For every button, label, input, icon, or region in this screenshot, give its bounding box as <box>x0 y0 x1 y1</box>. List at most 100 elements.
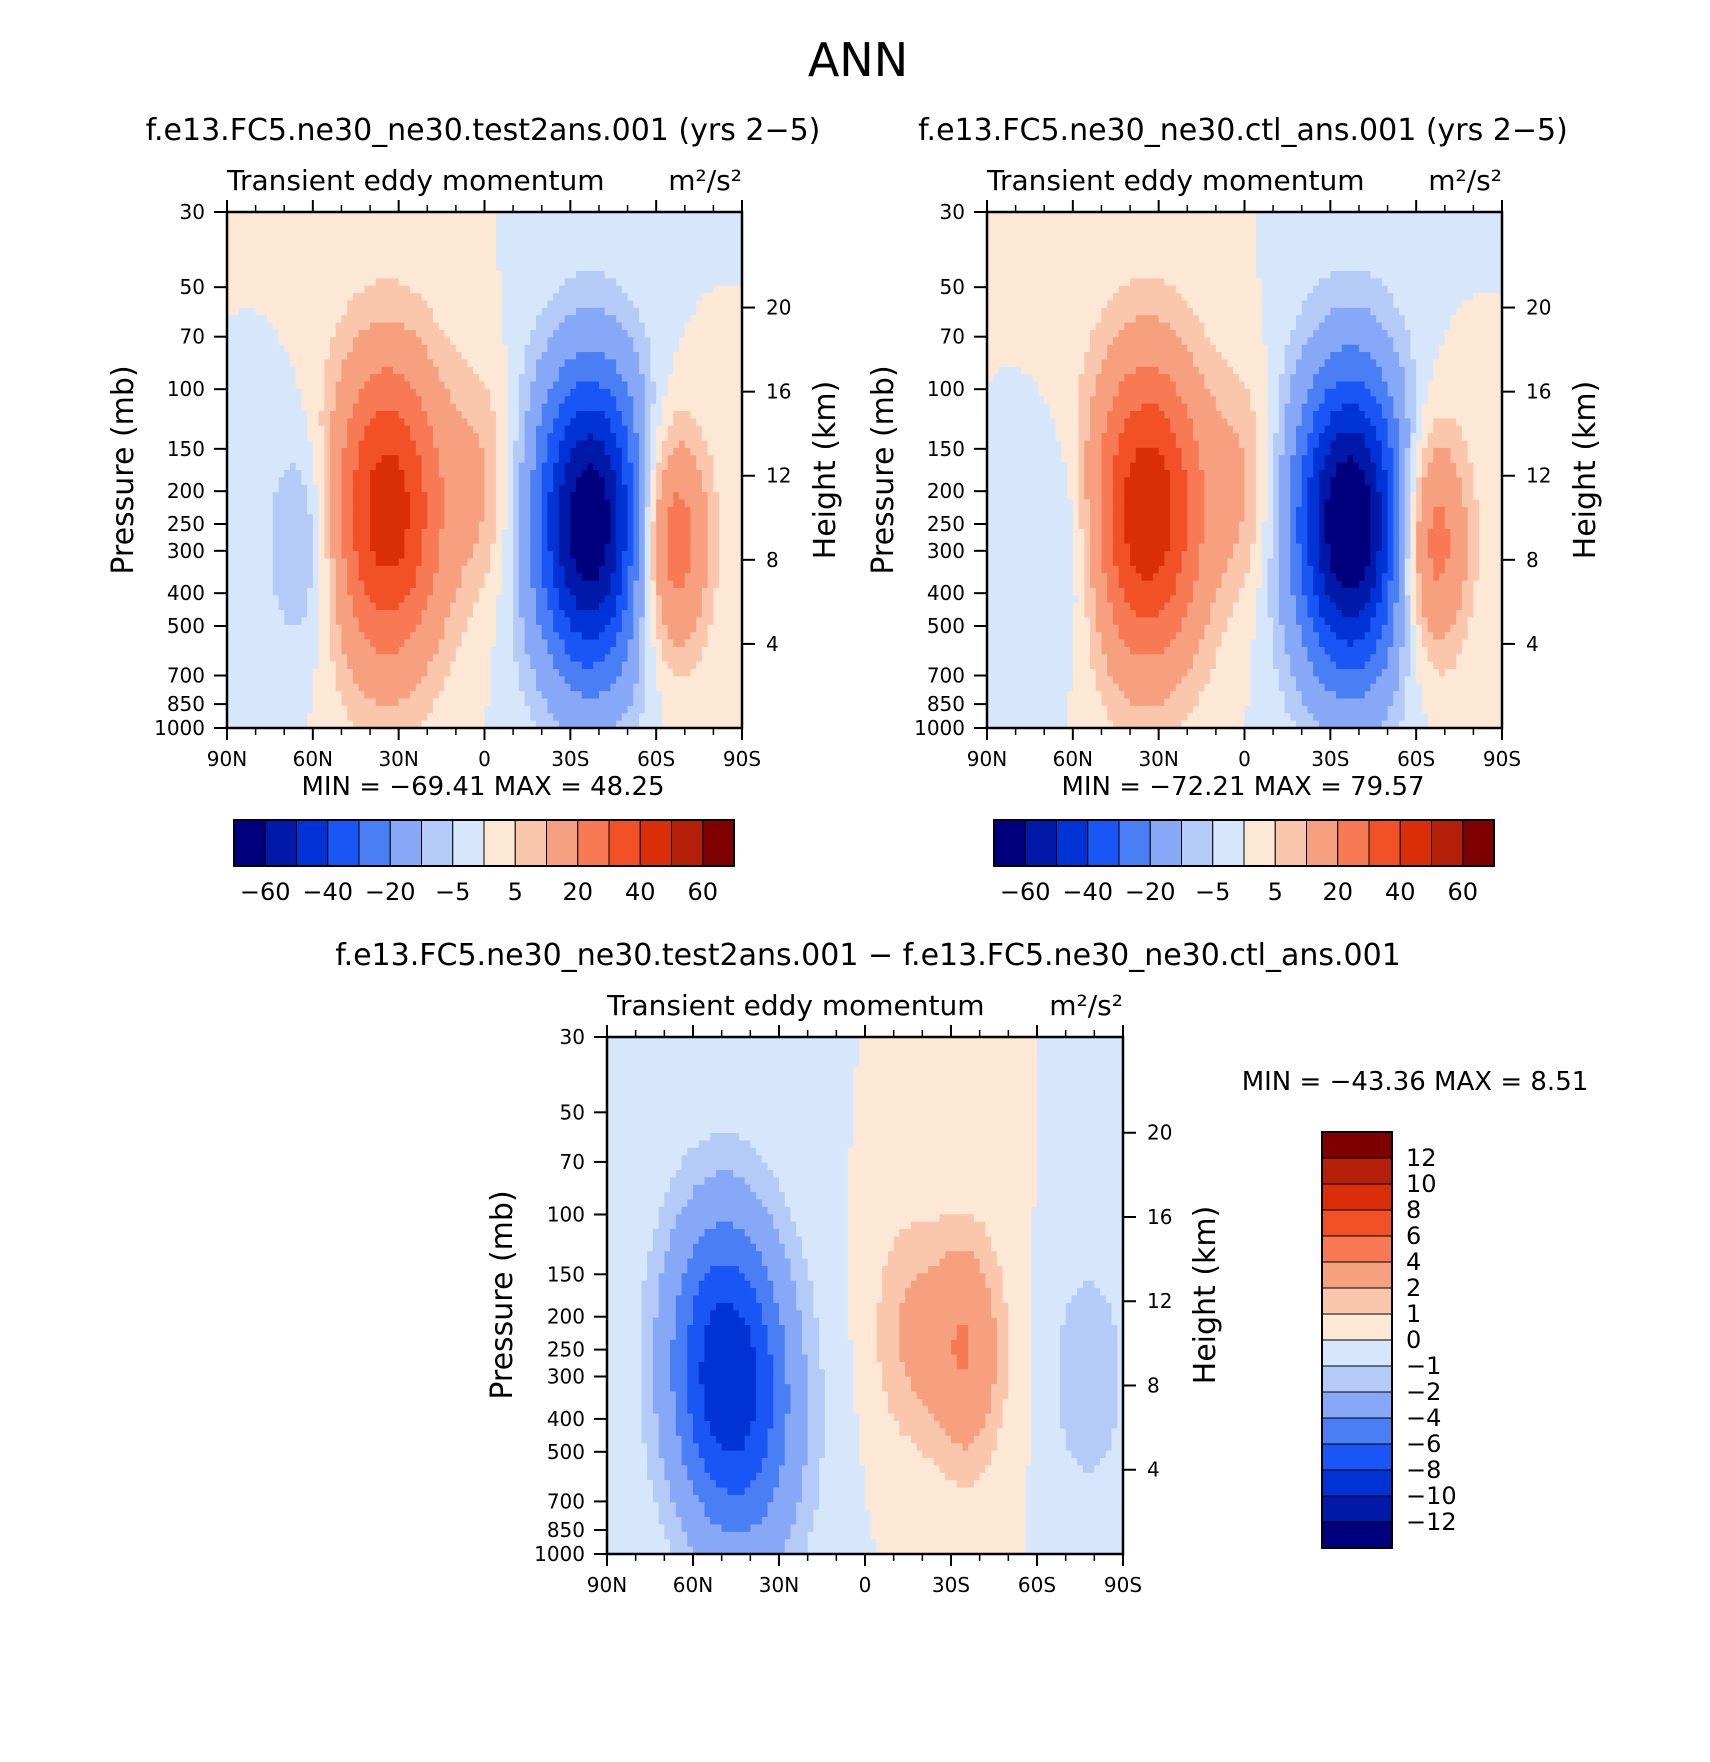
field-cell <box>450 617 457 626</box>
field-cell <box>478 219 486 228</box>
field-cell <box>650 558 657 567</box>
field-cell <box>232 587 240 596</box>
field-cell <box>227 270 234 279</box>
field-cell <box>644 580 652 589</box>
field-cell <box>581 241 589 250</box>
field-cell <box>690 492 697 501</box>
field-cell <box>530 433 537 442</box>
field-cell <box>364 403 371 412</box>
field-cell <box>381 256 388 265</box>
field-cell <box>335 263 343 272</box>
field-cell <box>318 374 325 383</box>
field-cell <box>536 492 543 501</box>
field-cell <box>661 315 669 324</box>
field-cell <box>553 492 560 501</box>
field-cell <box>444 617 451 626</box>
field-cell <box>324 506 331 515</box>
field-cell <box>547 587 554 596</box>
field-cell <box>387 425 394 434</box>
field-cell <box>661 329 669 338</box>
field-cell <box>289 484 297 493</box>
field-cell <box>387 462 394 471</box>
field-cell <box>501 433 508 442</box>
field-cell <box>530 388 537 397</box>
field-cell <box>318 248 325 257</box>
field-cell <box>347 587 354 596</box>
field-cell <box>570 293 577 302</box>
field-cell <box>570 558 577 567</box>
field-cell <box>719 256 726 265</box>
field-cell <box>701 300 709 309</box>
field-cell <box>455 506 463 515</box>
field-cell <box>261 595 268 604</box>
field-cell <box>415 610 423 619</box>
field-cell <box>650 543 657 552</box>
field-cell <box>387 256 394 265</box>
field-cell <box>604 573 611 582</box>
field-cell <box>267 374 274 383</box>
field-cell <box>587 425 594 434</box>
field-cell <box>312 366 320 375</box>
field-cell <box>427 536 434 545</box>
field-cell <box>232 528 240 537</box>
field-cell <box>661 499 669 508</box>
field-cell <box>370 521 377 530</box>
field-cell <box>341 462 348 471</box>
field-cell <box>421 528 428 537</box>
field-cell <box>553 573 560 582</box>
field-cell <box>364 617 371 626</box>
field-cell <box>238 440 245 449</box>
field-cell <box>518 219 526 228</box>
field-cell <box>267 528 274 537</box>
field-cell <box>467 388 474 397</box>
field-cell <box>490 587 497 596</box>
field-cell <box>576 595 583 604</box>
field-cell <box>639 536 646 545</box>
field-cell <box>570 602 577 611</box>
field-cell <box>307 558 314 567</box>
field-cell <box>278 366 285 375</box>
field-cell <box>318 447 325 456</box>
field-cell <box>387 278 394 287</box>
field-cell <box>570 551 577 560</box>
field-cell <box>570 322 577 331</box>
field-cell <box>467 315 474 324</box>
field-cell <box>707 411 714 419</box>
field-cell <box>536 477 543 486</box>
field-cell <box>736 484 743 493</box>
field-cell <box>736 381 743 390</box>
field-cell <box>530 366 537 375</box>
field-cell <box>261 219 268 228</box>
field-cell <box>364 381 371 390</box>
field-cell <box>530 226 537 235</box>
field-cell <box>444 462 451 471</box>
field-cell <box>421 270 428 279</box>
field-cell <box>278 396 285 405</box>
field-cell <box>404 484 411 493</box>
field-cell <box>375 425 383 434</box>
field-cell <box>461 234 468 243</box>
field-cell <box>289 396 297 405</box>
field-cell <box>450 558 457 567</box>
field-cell <box>484 344 491 353</box>
field-cell <box>404 403 411 412</box>
field-cell <box>267 587 274 596</box>
field-cell <box>295 506 302 515</box>
field-cell <box>501 580 508 589</box>
field-cell <box>278 602 285 611</box>
field-cell <box>696 462 703 471</box>
field-cell <box>427 477 434 486</box>
field-cell <box>536 528 543 537</box>
field-cell <box>410 315 417 324</box>
field-cell <box>639 440 646 449</box>
field-cell <box>232 212 240 220</box>
field-cell <box>307 226 314 235</box>
field-cell <box>461 440 468 449</box>
field-cell <box>730 315 737 324</box>
field-cell <box>284 580 291 589</box>
field-cell <box>513 234 520 243</box>
field-cell <box>227 315 234 324</box>
field-cell <box>232 374 240 383</box>
field-cell <box>387 234 394 243</box>
field-cell <box>461 558 468 567</box>
